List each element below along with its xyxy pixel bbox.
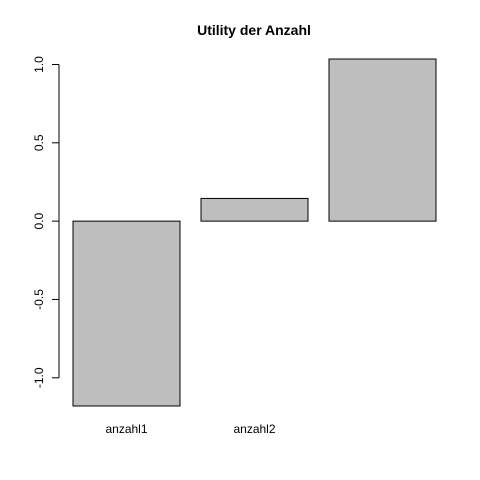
chart-title: Utility der Anzahl bbox=[197, 22, 311, 38]
y-tick-label: -0.5 bbox=[32, 289, 46, 310]
bar-1 bbox=[72, 220, 181, 407]
y-axis: -1.0 -0.5 0.0 0.5 1.0 bbox=[32, 56, 60, 388]
y-tick-label: 0.5 bbox=[32, 134, 46, 151]
y-tick-label: 1.0 bbox=[32, 56, 46, 73]
bar-2 bbox=[200, 197, 309, 222]
category-labels: anzahl1 anzahl2 bbox=[105, 422, 275, 436]
bars-group bbox=[72, 58, 437, 407]
y-tick-label: 0.0 bbox=[32, 212, 46, 229]
category-label: anzahl2 bbox=[233, 422, 275, 436]
y-tick-label: -1.0 bbox=[32, 367, 46, 388]
category-label: anzahl1 bbox=[105, 422, 147, 436]
bar-3 bbox=[328, 58, 437, 222]
